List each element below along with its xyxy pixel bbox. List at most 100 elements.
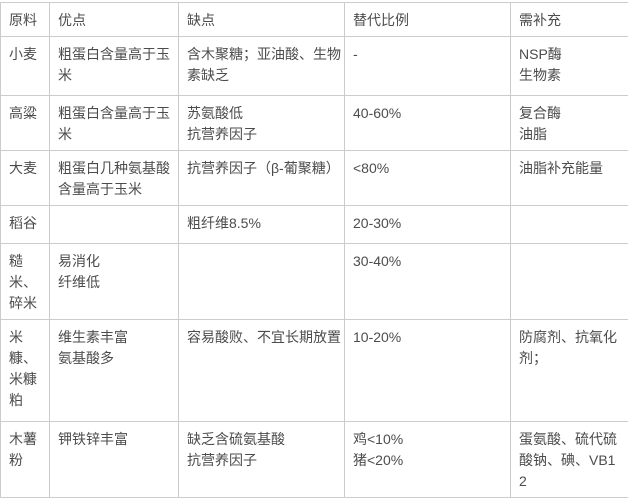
table-cell: 维生素丰富氨基酸多: [50, 320, 179, 422]
cell-text-line: 纤维低: [58, 272, 176, 293]
table-cell: 含木聚糖；亚油酸、生物素缺乏: [179, 37, 345, 96]
table-row: 稻谷 粗纤维8.5% 20-30%: [1, 206, 628, 244]
table-cell: 20-30%: [345, 206, 511, 244]
cell-text-line: 易消化: [58, 251, 176, 272]
cell-text-line: 10-20%: [353, 327, 508, 348]
cell-text-line: 维生素丰富: [58, 327, 176, 348]
cell-text-line: 生物素: [519, 65, 626, 86]
table-cell: 10-20%: [345, 320, 511, 422]
table-cell: 米糠、米糠粕: [1, 320, 50, 422]
cell-text-line: 稻谷: [9, 213, 47, 234]
table-cell: 40-60%: [345, 96, 511, 151]
cell-text-line: 油脂: [519, 124, 626, 145]
cell-text-line: 酸钠、碘、VB1: [519, 450, 626, 471]
table-row: 木薯粉钾铁锌丰富缺乏含硫氨基酸抗营养因子鸡<10%猪<20%蛋氨酸、硫代硫酸钠、…: [1, 422, 628, 498]
cell-text-line: 蛋氨酸、硫代硫: [519, 429, 626, 450]
cell-text-line: 米: [58, 124, 176, 145]
cell-text-line: 粗蛋白含量高于玉: [58, 44, 176, 65]
cell-text-line: 素缺乏: [187, 65, 342, 86]
cell-text-line: 鸡<10%: [353, 429, 508, 450]
table-cell: [511, 244, 628, 320]
table-row: 糙米、碎米易消化纤维低 30-40%: [1, 244, 628, 320]
cell-text-line: 40-60%: [353, 103, 508, 124]
column-header: 替代比例: [345, 3, 511, 37]
table-cell: 粗纤维8.5%: [179, 206, 345, 244]
cell-text-line: 容易酸败、不宜长期放置: [187, 327, 342, 348]
cell-text-line: 粗蛋白几种氨基酸: [58, 158, 176, 179]
table-cell: 高粱: [1, 96, 50, 151]
cell-text-line: 抗营养因子: [187, 450, 342, 471]
cell-text-line: NSP酶: [519, 44, 626, 65]
cell-text-line: 大麦: [9, 158, 47, 179]
table-cell: 容易酸败、不宜长期放置: [179, 320, 345, 422]
cell-text-line: 糠、: [9, 348, 47, 369]
cell-text-line: 粉: [9, 450, 47, 471]
cell-text-line: 含量高于玉米: [58, 179, 176, 200]
cell-text-line: 苏氨酸低: [187, 103, 342, 124]
cell-text-line: 含木聚糖；亚油酸、生物: [187, 44, 342, 65]
table-row: 小麦粗蛋白含量高于玉米含木聚糖；亚油酸、生物素缺乏-NSP酶生物素: [1, 37, 628, 96]
table-cell: 鸡<10%猪<20%: [345, 422, 511, 498]
table-cell: 粗蛋白几种氨基酸含量高于玉米: [50, 151, 179, 206]
table-cell: 粗蛋白含量高于玉米: [50, 96, 179, 151]
table-cell: 复合酶油脂: [511, 96, 628, 151]
table-cell: 油脂补充能量: [511, 151, 628, 206]
cell-text-line: 防腐剂、抗氧化: [519, 327, 626, 348]
cell-text-line: 米糠: [9, 369, 47, 390]
table-cell: [50, 206, 179, 244]
cell-text-line: 抗营养因子: [187, 124, 342, 145]
cell-text-line: 粗蛋白含量高于玉: [58, 103, 176, 124]
cell-text-line: <80%: [353, 158, 508, 179]
table-cell: 抗营养因子（β-葡聚糖）: [179, 151, 345, 206]
table-cell: 木薯粉: [1, 422, 50, 498]
cell-text-line: 米: [9, 327, 47, 348]
table-cell: 糙米、碎米: [1, 244, 50, 320]
cell-text-line: 复合酶: [519, 103, 626, 124]
cell-text-line: 高粱: [9, 103, 47, 124]
table-cell: 防腐剂、抗氧化剂；: [511, 320, 628, 422]
cell-text-line: 糙: [9, 251, 47, 272]
cell-text-line: 猪<20%: [353, 450, 508, 471]
table-cell: 缺乏含硫氨基酸抗营养因子: [179, 422, 345, 498]
table-cell: 粗蛋白含量高于玉米: [50, 37, 179, 96]
table-row: 大麦粗蛋白几种氨基酸含量高于玉米抗营养因子（β-葡聚糖） <80% 油脂补充能量: [1, 151, 628, 206]
cell-text-line: 抗营养因子（β-葡聚糖）: [187, 158, 342, 179]
cell-text-line: 钾铁锌丰富: [58, 429, 176, 450]
cell-text-line: 剂；: [519, 348, 626, 369]
cell-text-line: 氨基酸多: [58, 348, 176, 369]
column-header: 需补充: [511, 3, 628, 37]
table-cell: <80%: [345, 151, 511, 206]
table-cell: NSP酶生物素: [511, 37, 628, 96]
cell-text-line: 碎米: [9, 293, 47, 314]
table-cell: 钾铁锌丰富: [50, 422, 179, 498]
cell-text-line: 木薯: [9, 429, 47, 450]
table-cell: -: [345, 37, 511, 96]
table-cell: [511, 206, 628, 244]
cell-text-line: 米: [58, 65, 176, 86]
cell-text-line: 20-30%: [353, 213, 508, 234]
cell-text-line: 缺乏含硫氨基酸: [187, 429, 342, 450]
table-cell: [179, 244, 345, 320]
table-cell: 小麦: [1, 37, 50, 96]
cell-text-line: -: [353, 44, 508, 65]
table-cell: 大麦: [1, 151, 50, 206]
cell-text-line: 油脂补充能量: [519, 158, 626, 179]
cell-text-line: 小麦: [9, 44, 47, 65]
table-cell: 稻谷: [1, 206, 50, 244]
table-cell: 苏氨酸低抗营养因子: [179, 96, 345, 151]
column-header: 优点: [50, 3, 179, 37]
column-header: 缺点: [179, 3, 345, 37]
cell-text-line: 粕: [9, 390, 47, 411]
table-cell: 易消化纤维低: [50, 244, 179, 320]
table-cell: 30-40%: [345, 244, 511, 320]
cell-text-line: 米、: [9, 272, 47, 293]
table-body: 小麦粗蛋白含量高于玉米含木聚糖；亚油酸、生物素缺乏-NSP酶生物素高粱粗蛋白含量…: [1, 37, 628, 498]
cell-text-line: 粗纤维8.5%: [187, 213, 342, 234]
column-header: 原料: [1, 3, 50, 37]
cell-text-line: 2: [519, 471, 626, 492]
